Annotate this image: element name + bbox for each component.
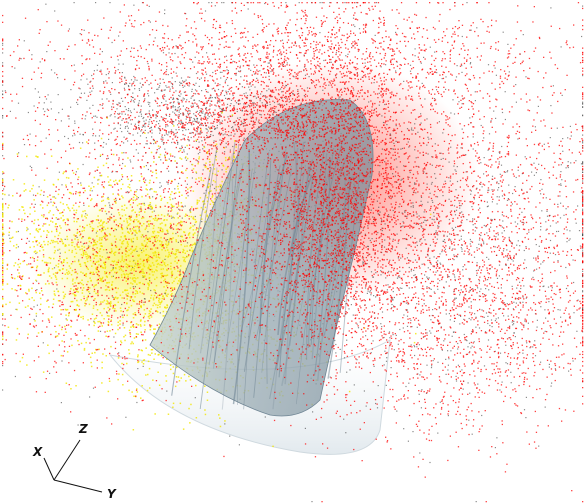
y-axis-label: Y [107, 487, 117, 501]
z-axis-label: Z [78, 422, 88, 436]
central-column-surface [149, 99, 374, 417]
x-axis-label: X [32, 445, 43, 459]
x-axis-line [43, 457, 55, 481]
z-axis-line [53, 439, 81, 481]
xyz-axes-icon: X Z Y [32, 422, 117, 501]
y-axis-line [53, 479, 103, 493]
